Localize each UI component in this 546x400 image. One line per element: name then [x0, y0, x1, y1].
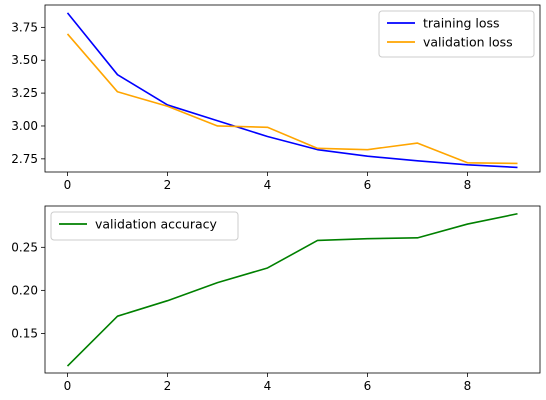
series-line-validation-loss [66, 33, 518, 165]
x-tick-label: 4 [264, 379, 272, 393]
x-tick-label: 2 [164, 178, 172, 192]
x-tick-label: 6 [364, 379, 372, 393]
x-tick-label: 8 [464, 379, 472, 393]
y-tick-label: 0.15 [11, 326, 38, 340]
x-tick-label: 2 [164, 379, 172, 393]
chart-panel-2: 0 2 4 6 8 0.15 0.20 0.25 validation accuracy [11, 205, 541, 393]
legend-box [378, 10, 535, 58]
legend-label: training loss [423, 16, 500, 31]
x-tick-label: 8 [464, 178, 472, 192]
chart-panel-1: 0 2 4 6 8 2.75 3.00 3.25 3.50 3.75 training loss va… [11, 4, 541, 192]
y-tick-label: 3.00 [11, 119, 38, 133]
series-line-validation-accuracy [66, 212, 518, 367]
axes-frame [44, 205, 541, 374]
legend-box [50, 211, 239, 241]
axes-frame [44, 4, 541, 173]
x-tick-label: 0 [64, 379, 72, 393]
legend-label: validation accuracy [95, 217, 218, 232]
y-tick-label: 3.75 [11, 20, 38, 34]
x-tick-label: 0 [64, 178, 72, 192]
legend: training loss validation loss [378, 10, 535, 58]
y-tick-label: 0.20 [11, 283, 38, 297]
legend: validation accuracy [50, 211, 239, 241]
legend-label: validation loss [423, 35, 513, 50]
x-tick-label: 6 [364, 178, 372, 192]
y-tick-label: 0.25 [11, 240, 38, 254]
y-tick-label: 3.50 [11, 53, 38, 67]
series-line-training-loss [66, 12, 518, 169]
y-tick-label: 3.25 [11, 86, 38, 100]
x-tick-label: 4 [264, 178, 272, 192]
y-tick-label: 2.75 [11, 152, 38, 166]
